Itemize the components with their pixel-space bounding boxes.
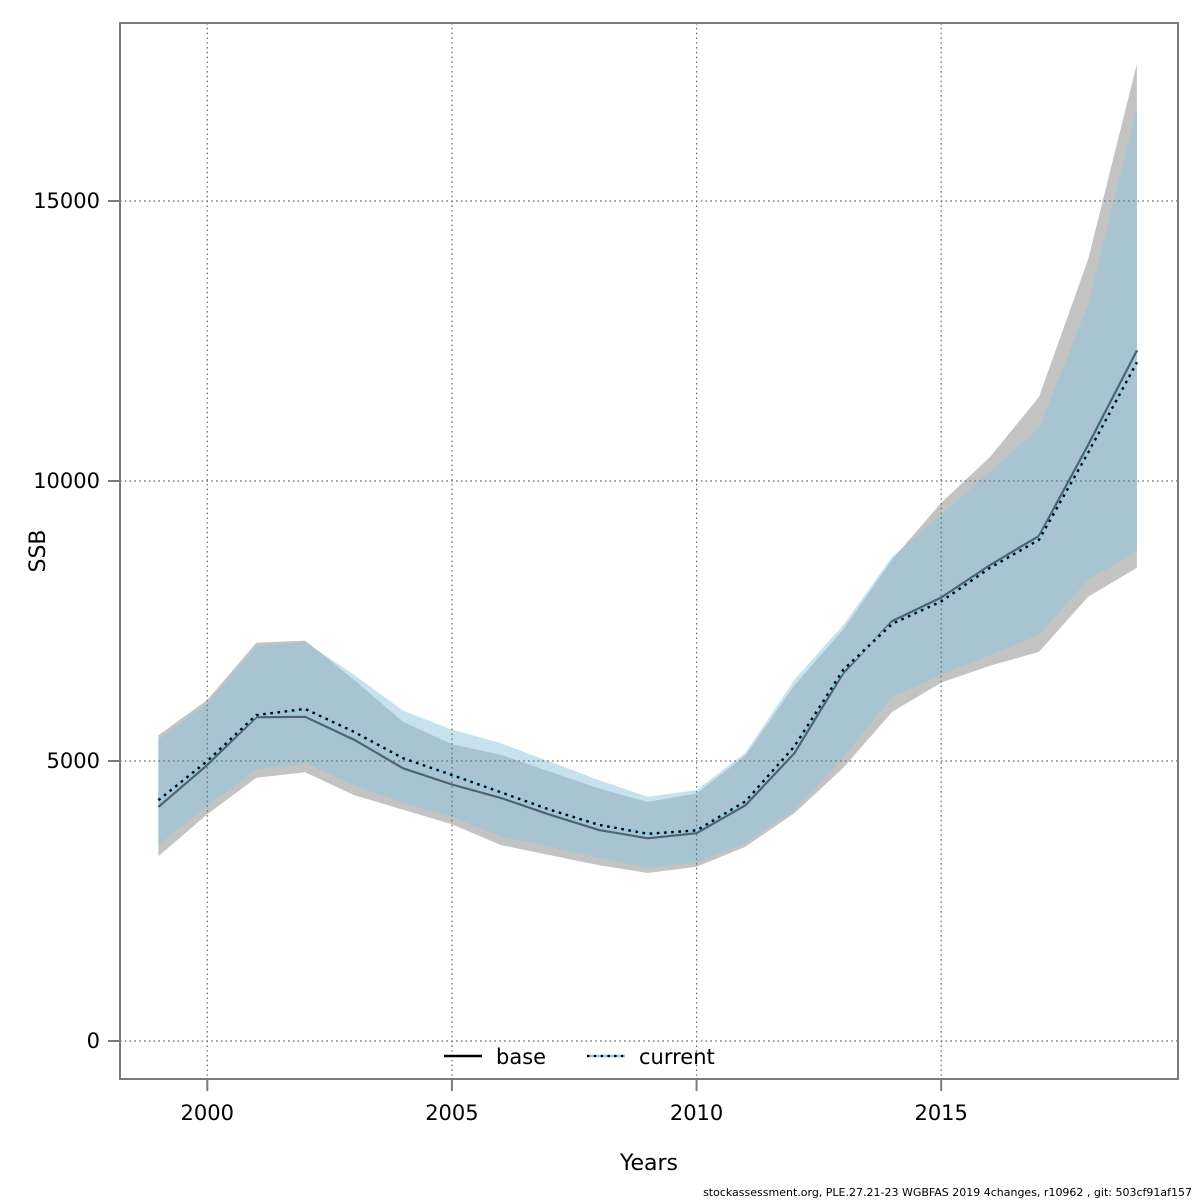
y-tick-label-10000: 10000 [33, 469, 100, 493]
x-tick-label-2000: 2000 [181, 1101, 234, 1125]
axis-tick-labels: 2000 2005 2010 2015 0 5000 10000 15000 [33, 189, 968, 1125]
x-axis-title: Years [619, 1151, 678, 1176]
confidence-bands [157, 63, 1138, 874]
legend-label-current: current [639, 1045, 715, 1069]
y-tick-label-15000: 15000 [33, 189, 100, 213]
y-axis-title: SSB [26, 529, 51, 572]
axis-ticks [108, 200, 943, 1091]
y-tick-label-0: 0 [87, 1029, 100, 1053]
x-tick-label-2005: 2005 [425, 1101, 478, 1125]
line-current-median-under [157, 361, 1139, 836]
x-tick-label-2010: 2010 [670, 1101, 723, 1125]
legend-label-base: base [496, 1045, 546, 1069]
y-tick-label-5000: 5000 [47, 749, 100, 773]
gridlines [120, 23, 1178, 1079]
band-current-ci [158, 108, 1137, 868]
median-lines [157, 361, 1139, 836]
plot-border [119, 22, 1179, 1080]
x-tick-label-2015: 2015 [914, 1101, 967, 1125]
legend: base current [444, 1045, 715, 1069]
footer-credit: stockassessment.org, PLE.27.21-23 WGBFAS… [703, 1186, 1192, 1199]
